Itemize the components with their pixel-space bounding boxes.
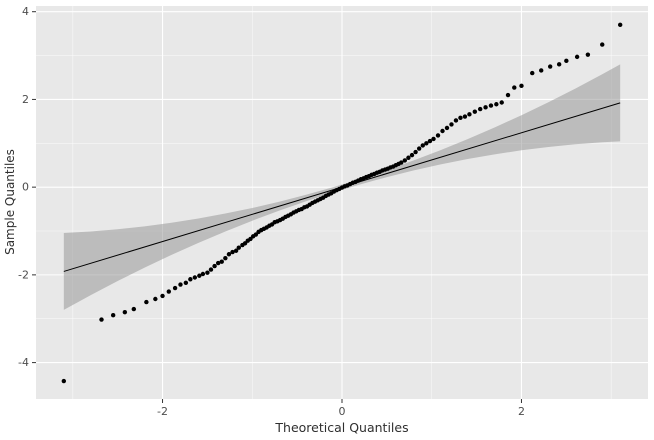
qq-point — [178, 282, 183, 287]
qq-point — [420, 143, 425, 148]
qq-point — [402, 158, 408, 163]
qq-point — [472, 109, 478, 114]
qq-points — [61, 22, 623, 384]
qq-point — [197, 273, 202, 278]
qq-point — [230, 249, 235, 255]
qq-point — [512, 85, 517, 90]
qq-point — [431, 136, 436, 142]
qq-point — [226, 252, 232, 257]
qq-point — [253, 232, 259, 237]
qq-point — [236, 245, 242, 250]
qq-point — [499, 100, 504, 105]
qq-point — [99, 317, 104, 322]
qq-point — [453, 118, 459, 123]
y-tick-label: 4 — [22, 5, 29, 18]
qq-point — [219, 259, 224, 264]
qq-point — [144, 299, 149, 305]
qq-point — [61, 378, 67, 384]
qq-point — [530, 70, 535, 76]
qq-point — [435, 133, 441, 138]
qq-point — [547, 64, 553, 69]
axis-tick-marks — [32, 11, 522, 403]
y-axis-title: Sample Quantiles — [3, 149, 17, 255]
qq-point — [444, 125, 450, 131]
qq-point — [215, 260, 221, 266]
qq-point — [488, 103, 494, 108]
qq-point — [200, 271, 206, 277]
qq-point — [166, 289, 172, 294]
y-tick-label: 0 — [22, 181, 29, 194]
x-tick-label: 2 — [518, 405, 525, 418]
qq-point — [160, 293, 165, 299]
qq-point — [585, 52, 591, 57]
qq-point — [449, 122, 454, 127]
qq-point — [556, 62, 562, 67]
qq-point — [574, 54, 580, 60]
axis-tick-labels: -2 0 2 -4 -2 0 2 4 — [18, 5, 525, 418]
qq-point — [494, 102, 499, 107]
y-tick-label: -4 — [18, 356, 29, 369]
x-tick-label: 0 — [339, 405, 346, 418]
qq-point — [242, 241, 248, 246]
qq-point — [467, 112, 472, 117]
qq-point — [440, 128, 445, 134]
qq-point — [409, 152, 415, 158]
qq-point — [600, 42, 605, 47]
qq-point — [183, 280, 189, 285]
qq-point — [505, 92, 511, 98]
qq-point — [413, 149, 418, 155]
qq-point — [208, 267, 214, 272]
qq-point — [233, 248, 239, 253]
qq-point — [172, 285, 178, 291]
x-tick-label: -2 — [157, 405, 168, 418]
qq-point — [406, 155, 411, 160]
qq-point — [564, 58, 569, 64]
qq-point — [153, 296, 158, 302]
qq-point — [212, 263, 217, 269]
qq-point — [399, 160, 404, 165]
qq-point — [617, 22, 623, 28]
qq-point — [223, 256, 228, 261]
qq-point — [519, 83, 524, 89]
qq-point — [424, 141, 429, 146]
y-tick-label: 2 — [22, 93, 29, 106]
qq-point — [416, 146, 422, 151]
y-tick-label: -2 — [18, 268, 29, 281]
qq-point — [427, 138, 433, 144]
qq-point — [131, 306, 137, 312]
qq-point — [192, 275, 198, 280]
qq-point — [188, 277, 193, 282]
qq-point — [458, 115, 463, 121]
qq-point — [205, 270, 210, 275]
qq-point — [122, 309, 128, 315]
qq-point — [483, 105, 488, 110]
qq-point — [539, 68, 544, 73]
qq-point — [110, 313, 116, 318]
x-axis-title: Theoretical Quantiles — [275, 420, 409, 435]
qq-point — [462, 114, 468, 119]
qq-point — [477, 106, 483, 112]
qq-point — [248, 236, 253, 242]
